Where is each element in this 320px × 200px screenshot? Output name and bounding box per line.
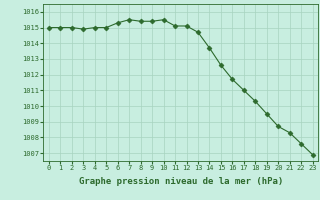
X-axis label: Graphe pression niveau de la mer (hPa): Graphe pression niveau de la mer (hPa) <box>79 177 283 186</box>
